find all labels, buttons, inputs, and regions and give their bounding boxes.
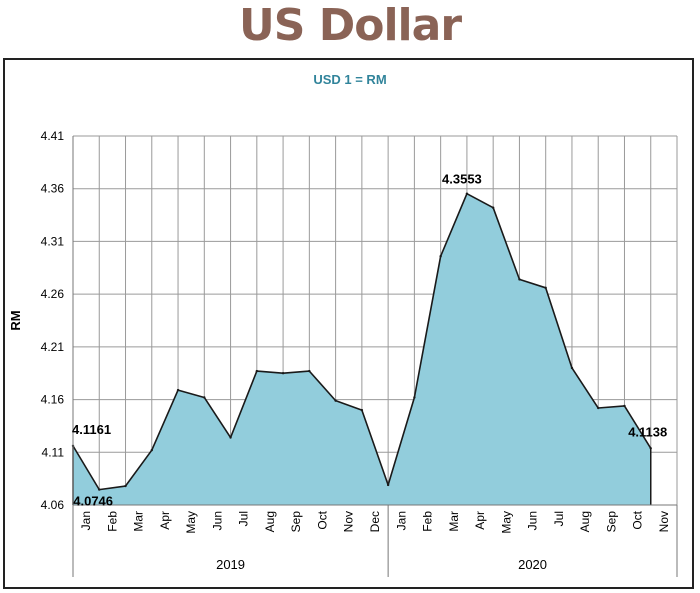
x-tick-label: Mar: [132, 511, 146, 532]
data-point: [255, 369, 259, 373]
chart-title: USD 1 = RM: [313, 72, 386, 87]
y-tick-label: 4.31: [41, 234, 65, 248]
y-tick-label: 4.36: [41, 182, 65, 196]
x-tick-label: Sep: [289, 511, 303, 533]
x-tick-label: Feb: [105, 511, 119, 532]
x-tick-label: Mar: [447, 511, 461, 532]
data-label: 4.1161: [72, 422, 111, 437]
data-point: [597, 406, 600, 410]
data-point: [229, 436, 232, 439]
x-tick-label: Apr: [158, 511, 172, 530]
y-tick-label: 4.11: [42, 445, 65, 459]
data-point: [124, 484, 127, 488]
data-point: [465, 192, 469, 195]
data-point: [544, 286, 547, 290]
data-point: [98, 488, 101, 491]
data-point: [518, 278, 521, 281]
data-point: [413, 396, 416, 399]
x-tick-label: Aug: [578, 511, 592, 532]
data-point: [649, 447, 652, 450]
data-label: 4.3553: [442, 172, 482, 187]
y-tick-label: 4.41: [41, 129, 65, 143]
y-tick-label: 4.16: [41, 393, 65, 407]
y-tick-label: 4.21: [41, 340, 65, 354]
group-label: 2019: [216, 557, 245, 572]
data-point: [334, 399, 337, 402]
x-tick-label: Jun: [526, 511, 540, 530]
data-point: [281, 372, 285, 375]
x-tick-label: Nov: [657, 511, 671, 532]
x-tick-label: Jan: [394, 511, 408, 530]
x-tick-label: Aug: [263, 511, 277, 532]
tick-labels: 4.06 4.11 4.16 4.21 4.26 4.31 4.36 4.41 Jan Feb Ma…: [41, 129, 671, 572]
area-fill: [73, 193, 651, 505]
data-point: [386, 483, 390, 487]
y-tick-label: 4.06: [41, 498, 65, 512]
data-point: [176, 388, 180, 392]
page-title: US Dollar: [238, 0, 462, 51]
x-tick-label: Sep: [604, 511, 618, 533]
data-point: [623, 404, 626, 408]
x-tick-label: May: [499, 511, 513, 534]
data-point: [203, 396, 206, 399]
x-tick-label: Jul: [552, 511, 566, 526]
x-tick-label: Nov: [342, 511, 356, 532]
data-point: [308, 369, 311, 373]
x-tick-label: Oct: [315, 510, 329, 529]
data-label: 4.1138: [628, 424, 667, 439]
x-tick-label: Jun: [210, 511, 224, 530]
x-tick-label: Feb: [421, 511, 435, 532]
y-axis-label: RM: [8, 310, 23, 330]
x-tick-label: Oct: [631, 510, 645, 529]
data-point: [491, 206, 495, 209]
x-tick-label: Dec: [368, 511, 382, 532]
x-tick-label: Jul: [237, 511, 251, 526]
x-tick-label: Apr: [473, 511, 487, 530]
x-tick-label: May: [184, 511, 198, 534]
x-tick-label: Jan: [79, 511, 93, 530]
data-point: [150, 448, 153, 452]
data-point: [570, 366, 574, 370]
data-point: [360, 408, 364, 412]
data-label: 4.0746: [73, 494, 113, 509]
chart-frame: [3, 58, 694, 589]
y-tick-label: 4.26: [41, 287, 65, 301]
group-label: 2020: [518, 557, 547, 572]
data-point: [439, 254, 442, 258]
axes: [72, 136, 678, 577]
